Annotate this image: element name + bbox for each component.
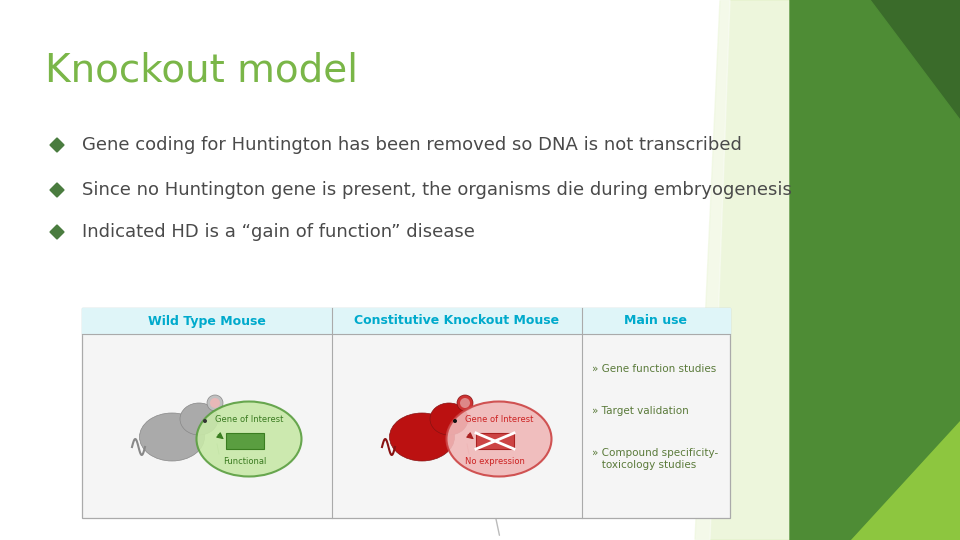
- Polygon shape: [82, 308, 332, 334]
- Text: Gene of Interest: Gene of Interest: [465, 415, 533, 423]
- Ellipse shape: [457, 395, 473, 411]
- Polygon shape: [695, 0, 845, 540]
- Text: Indicated HD is a “gain of function” disease: Indicated HD is a “gain of function” dis…: [82, 223, 475, 241]
- Ellipse shape: [203, 419, 207, 423]
- Polygon shape: [50, 183, 64, 197]
- Polygon shape: [680, 0, 730, 540]
- Ellipse shape: [460, 398, 470, 408]
- FancyBboxPatch shape: [226, 433, 264, 449]
- Text: Functional: Functional: [224, 456, 267, 465]
- Polygon shape: [50, 138, 64, 152]
- Ellipse shape: [390, 413, 454, 461]
- Text: Knockout model: Knockout model: [45, 52, 358, 90]
- Ellipse shape: [180, 403, 218, 435]
- Text: » Target validation: » Target validation: [592, 406, 688, 416]
- Polygon shape: [845, 0, 960, 540]
- Ellipse shape: [453, 419, 457, 423]
- Ellipse shape: [446, 402, 551, 476]
- Text: Gene coding for Huntington has been removed so DNA is not transcribed: Gene coding for Huntington has been remo…: [82, 136, 742, 154]
- Polygon shape: [50, 225, 64, 239]
- Polygon shape: [790, 0, 960, 540]
- Text: Main use: Main use: [625, 314, 687, 327]
- Ellipse shape: [207, 395, 223, 411]
- Text: Since no Huntington gene is present, the organisms die during embryogenesis: Since no Huntington gene is present, the…: [82, 181, 792, 199]
- Ellipse shape: [430, 403, 468, 435]
- Text: No expression: No expression: [465, 456, 525, 465]
- Ellipse shape: [210, 398, 220, 408]
- Ellipse shape: [197, 402, 301, 476]
- Polygon shape: [582, 308, 730, 334]
- Polygon shape: [855, 0, 960, 300]
- Text: » Gene function studies: » Gene function studies: [592, 364, 716, 374]
- Text: Constitutive Knockout Mouse: Constitutive Knockout Mouse: [354, 314, 560, 327]
- Polygon shape: [332, 308, 582, 334]
- Text: Wild Type Mouse: Wild Type Mouse: [148, 314, 266, 327]
- FancyBboxPatch shape: [82, 308, 730, 518]
- Ellipse shape: [139, 413, 204, 461]
- Text: Gene of Interest: Gene of Interest: [215, 415, 283, 423]
- Text: » Compound specificity-
   toxicology studies: » Compound specificity- toxicology studi…: [592, 448, 718, 470]
- FancyBboxPatch shape: [476, 433, 514, 449]
